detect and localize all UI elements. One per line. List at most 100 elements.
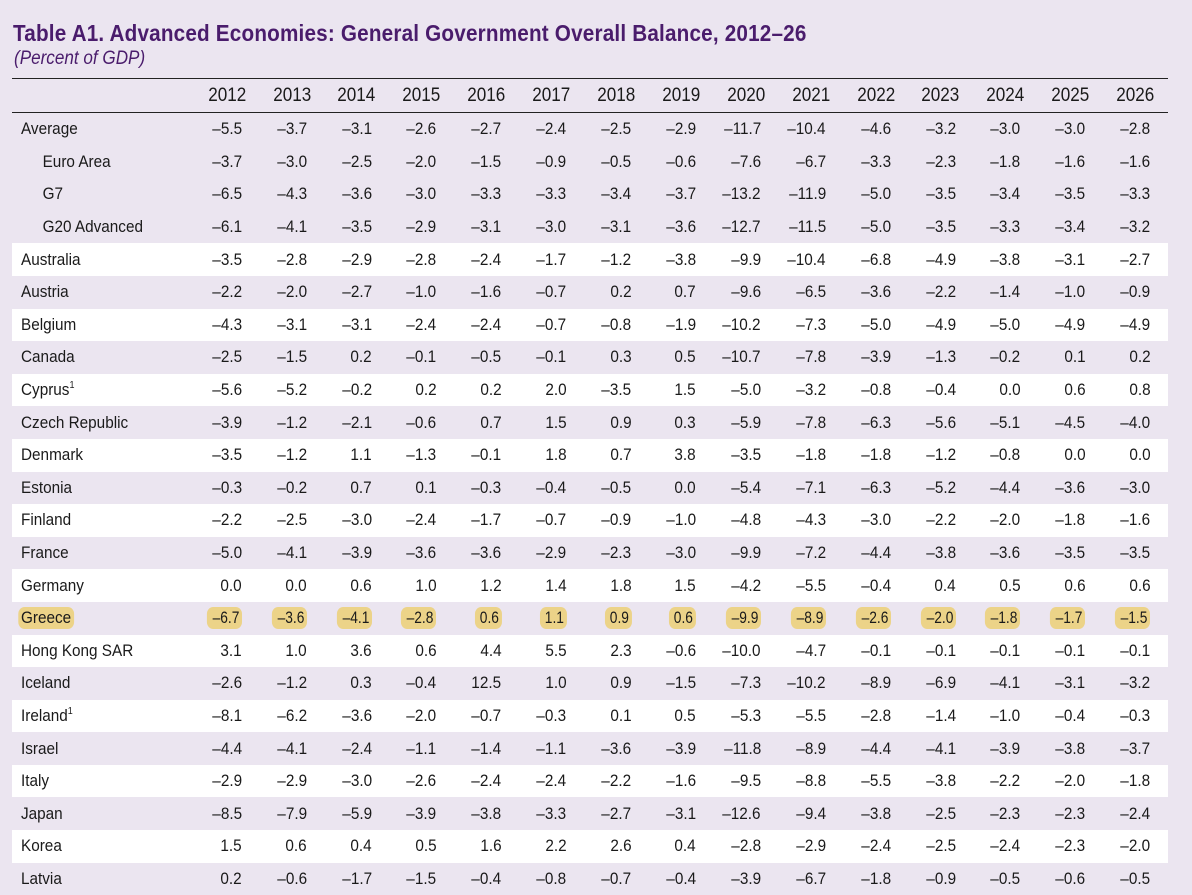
value-text: –0.1 — [990, 640, 1021, 660]
value-text: –3.1 — [341, 119, 372, 139]
value-cell: –0.1 — [839, 641, 904, 661]
value-cell: –3.6 — [839, 282, 904, 302]
value-text: –0.5 — [471, 347, 502, 367]
column-header-2020: 2020 — [709, 85, 774, 107]
value-cell: 3.1 — [190, 641, 255, 661]
value-cell: –1.0 — [385, 282, 450, 302]
value-text: 0.2 — [609, 282, 632, 302]
value-text: 5.5 — [545, 640, 567, 660]
value-cell: –3.7 — [255, 119, 320, 139]
value-cell: –4.4 — [839, 739, 904, 759]
value-cell: –0.4 — [385, 673, 450, 693]
row-values: –3.5 –2.8 –2.9 –2.8 –2.4 –1.7 –1.2 –3.8 –9.9 –10.… — [190, 250, 1168, 270]
value-text: –8.9 — [796, 738, 826, 758]
value-text: 0.6 — [1129, 575, 1151, 595]
value-cell: –4.8 — [709, 510, 774, 530]
value-cell: –0.1 — [450, 445, 515, 465]
value-cell: –5.2 — [904, 478, 969, 498]
value-cell: –1.2 — [579, 250, 644, 270]
value-cell: –2.0 — [904, 607, 969, 630]
value-cell: –1.4 — [450, 739, 515, 759]
value-text: –1.9 — [666, 314, 697, 334]
value-text: –3.0 — [990, 119, 1021, 139]
value-cell: –4.2 — [709, 576, 774, 596]
value-text: –1.2 — [925, 445, 956, 465]
value-cell: 0.1 — [1034, 347, 1099, 367]
row-values: –4.3 –3.1 –3.1 –2.4 –2.4 –0.7 –0.8 –1.9 –10.2 –7.… — [190, 315, 1168, 335]
value-cell: –3.9 — [969, 739, 1034, 759]
value-cell: –0.4 — [1034, 706, 1099, 726]
value-text: 2.3 — [609, 640, 632, 660]
value-cell: –2.9 — [385, 217, 450, 237]
value-cell: –0.9 — [579, 510, 644, 530]
value-cell: –8.9 — [774, 739, 839, 759]
value-text: 1.0 — [415, 575, 437, 595]
table-row: Israel –4.4 –4.1 –2.4 –1.1 –1.4 –1.1 –3.6 –3.9 –1… — [12, 732, 1168, 765]
value-cell: –1.8 — [839, 869, 904, 889]
value-text: –0.6 — [1055, 868, 1086, 888]
value-cell: 2.6 — [579, 836, 644, 856]
value-cell: –2.4 — [514, 119, 579, 139]
value-cell: –5.5 — [190, 119, 255, 139]
row-label: Estonia — [12, 478, 172, 498]
value-text: –2.6 — [406, 771, 437, 791]
value-text: 1.5 — [674, 575, 697, 595]
value-text: –3.9 — [341, 543, 372, 563]
value-text: –2.8 — [276, 249, 307, 269]
value-cell: –11.9 — [774, 184, 839, 204]
value-text: –2.0 — [406, 705, 437, 725]
row-values: –5.0 –4.1 –3.9 –3.6 –3.6 –2.9 –2.3 –3.0 –9.9 –7.2… — [190, 543, 1168, 563]
value-cell: –5.0 — [839, 217, 904, 237]
value-text: –3.1 — [276, 314, 307, 334]
value-cell: –1.5 — [385, 869, 450, 889]
value-text: –3.5 — [1055, 184, 1086, 204]
value-text: –8.9 — [861, 673, 891, 693]
column-header-text: 2025 — [1051, 84, 1090, 106]
value-text: –4.4 — [861, 543, 891, 563]
value-text: –1.8 — [796, 445, 826, 465]
value-text: –0.9 — [925, 868, 956, 888]
row-label: France — [12, 543, 172, 563]
header-row: 2012 2013 2014 2015 2016 2017 2018 2019 2020 2021… — [12, 79, 1168, 113]
value-text: –0.3 — [212, 477, 242, 497]
value-cell: –2.3 — [1034, 836, 1099, 856]
column-header-2015: 2015 — [385, 85, 450, 107]
value-cell: –0.8 — [514, 869, 579, 889]
value-text: –5.5 — [796, 705, 826, 725]
table-row: Belgium –4.3 –3.1 –3.1 –2.4 –2.4 –0.7 –0.8 –1.9–… — [12, 308, 1168, 342]
value-cell: –0.3 — [190, 478, 255, 498]
value-text: –3.9 — [731, 868, 762, 888]
value-text: 1.5 — [220, 836, 242, 856]
value-text: 0.5 — [999, 575, 1021, 595]
row-label-text: France — [21, 543, 69, 563]
value-text: –3.2 — [925, 119, 956, 139]
value-text: –2.9 — [212, 771, 242, 791]
value-cell: –5.1 — [969, 413, 1034, 433]
value-text: –0.2 — [341, 380, 372, 400]
value-cell: –0.2 — [320, 380, 385, 400]
value-cell: –0.8 — [839, 380, 904, 400]
value-cell: –2.0 — [255, 282, 320, 302]
value-cell: –2.6 — [385, 771, 450, 791]
row-label: Italy — [12, 771, 172, 791]
footnote-marker: 1 — [67, 705, 73, 717]
value-text: 0.2 — [480, 380, 502, 400]
table-row: Japan –8.5 –7.9 –5.9 –3.9 –3.8 –3.3 –2.7 –3.1 –12… — [12, 797, 1168, 830]
row-label: Ireland1 — [12, 706, 172, 726]
value-text: –3.6 — [341, 705, 372, 725]
value-cell: –5.0 — [969, 315, 1034, 335]
row-label-text: Iceland — [21, 673, 71, 693]
value-text: 0.0 — [674, 477, 697, 497]
value-text: 0.2 — [220, 868, 242, 888]
value-cell: –0.6 — [1034, 869, 1099, 889]
value-cell: –3.7 — [644, 184, 709, 204]
value-text: –3.9 — [212, 412, 242, 432]
value-text: –0.5 — [601, 477, 632, 497]
value-cell: –4.9 — [904, 250, 969, 270]
column-header-2024: 2024 — [969, 85, 1034, 107]
value-cell: –11.5 — [774, 217, 839, 237]
value-text: –3.4 — [990, 184, 1021, 204]
column-header-2019: 2019 — [644, 85, 709, 107]
value-cell: –2.0 — [1098, 836, 1163, 856]
column-header-text: 2012 — [207, 84, 246, 106]
